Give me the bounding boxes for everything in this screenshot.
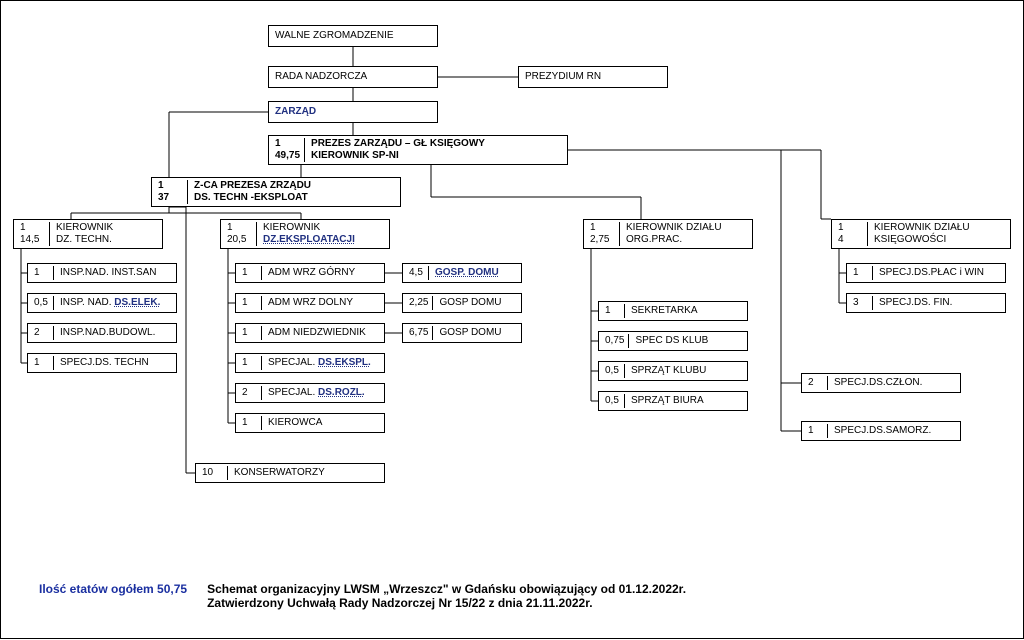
label: KIEROWNIKDZ.EKSPLOATACJI [263, 222, 355, 246]
node-zca: 137 Z-CA PREZESA ZRZĄDUDS. TECHN -EKSPLO… [151, 177, 401, 207]
connectors-svg [1, 1, 1024, 640]
nums: 149,75 [275, 138, 305, 162]
node-insp-san: 1 INSP.NAD. INST.SAN [27, 263, 177, 283]
label: KIEROWNIK DZIAŁUORG.PRAC. [626, 222, 722, 246]
label: KIEROWNIK DZIAŁUKSIĘGOWOŚCI [874, 222, 970, 246]
node-sprz-biura: 0,5 SPRZĄT BIURA [598, 391, 748, 411]
node-spec-czlon: 2 SPECJ.DS.CZŁON. [801, 373, 961, 393]
label: KIEROWNIKDZ. TECHN. [56, 222, 113, 246]
label: WALNE ZGROMADZENIE [275, 30, 394, 42]
node-sprz-klub: 0,5 SPRZĄT KLUBU [598, 361, 748, 381]
node-kier-techn: 114,5 KIEROWNIKDZ. TECHN. [13, 219, 163, 249]
nums: 14 [838, 222, 868, 246]
node-insp-elek: 0,5 INSP. NAD. DS.ELEK. [27, 293, 177, 313]
footer: Ilość etatów ogółem 50,75 Schemat organi… [39, 582, 686, 610]
node-spec-plac: 1 SPECJ.DS.PŁAC i WIN [846, 263, 1006, 283]
nums: 120,5 [227, 222, 257, 246]
node-spec-klub: 0,75 SPEC DS KLUB [598, 331, 748, 351]
nums: 12,75 [590, 222, 620, 246]
nums: 114,5 [20, 222, 50, 246]
label: RADA NADZORCZA [275, 71, 367, 83]
node-prezes: 149,75 PREZES ZARZĄDU – GŁ KSIĘGOWYKIERO… [268, 135, 568, 165]
node-gosp1: 4,5 GOSP. DOMU [402, 263, 522, 283]
node-spec-rozl: 2 SPECJAL. DS.ROZL. [235, 383, 385, 403]
node-kier-ksieg: 14 KIEROWNIK DZIAŁUKSIĘGOWOŚCI [831, 219, 1011, 249]
node-adm-dolny: 1 ADM WRZ DOLNY [235, 293, 385, 313]
node-spec-samorz: 1 SPECJ.DS.SAMORZ. [801, 421, 961, 441]
node-spec-ekspl: 1 SPECJAL. DS.EKSPL. [235, 353, 385, 373]
node-kier-org: 12,75 KIEROWNIK DZIAŁUORG.PRAC. [583, 219, 753, 249]
node-sekretarka: 1 SEKRETARKA [598, 301, 748, 321]
node-walne: WALNE ZGROMADZENIE [268, 25, 438, 47]
nums: 137 [158, 180, 188, 204]
node-insp-bud: 2 INSP.NAD.BUDOWL. [27, 323, 177, 343]
footer-count: Ilość etatów ogółem 50,75 [39, 582, 187, 596]
node-zarzad: ZARZĄD [268, 101, 438, 123]
node-spec-techn: 1 SPECJ.DS. TECHN [27, 353, 177, 373]
node-adm-niedz: 1 ADM NIEDZWIEDNIK [235, 323, 385, 343]
node-gosp3: 6,75 GOSP DOMU [402, 323, 522, 343]
node-adm-gorny: 1 ADM WRZ GÓRNY [235, 263, 385, 283]
node-rada: RADA NADZORCZA [268, 66, 438, 88]
node-gosp2: 2,25 GOSP DOMU [402, 293, 522, 313]
node-kier-eksp: 120,5 KIEROWNIKDZ.EKSPLOATACJI [220, 219, 390, 249]
node-spec-fin: 3 SPECJ.DS. FIN. [846, 293, 1006, 313]
node-prezydium: PREZYDIUM RN [518, 66, 668, 88]
label: PREZES ZARZĄDU – GŁ KSIĘGOWYKIEROWNIK SP… [311, 138, 485, 162]
node-kierowca: 1 KIEROWCA [235, 413, 385, 433]
node-konserw: 10 KONSERWATORZY [195, 463, 385, 483]
label: Z-CA PREZESA ZRZĄDUDS. TECHN -EKSPLOAT [194, 180, 311, 204]
label: PREZYDIUM RN [525, 71, 601, 83]
footer-desc: Schemat organizacyjny LWSM „Wrzeszcz" w … [207, 582, 686, 610]
label: ZARZĄD [275, 106, 316, 118]
